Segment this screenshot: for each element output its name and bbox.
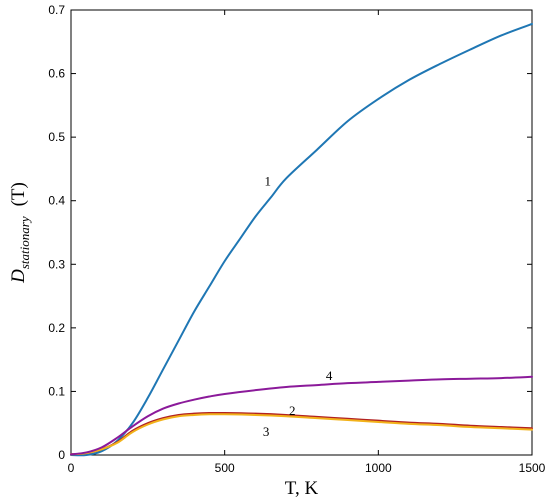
axes	[70, 9, 533, 456]
x-tick-label: 500	[215, 461, 235, 475]
curve-label-4: 4	[326, 368, 333, 383]
tick-marks: 0 500 1000 1500 0 0.1 0.2 0.3 0.4 0.5 0.6 0.7	[48, 3, 545, 475]
x-axis-title: T, K	[285, 478, 319, 499]
series-lines	[70, 22, 533, 457]
x-tick-label: 1500	[519, 461, 546, 475]
series-line-2	[70, 411, 533, 456]
curve-label-1: 1	[264, 174, 271, 189]
y-axis-title-subscript: stationary	[17, 216, 32, 269]
series-line-1	[70, 22, 533, 457]
curve-label-3: 3	[263, 424, 270, 439]
curve-labels: 1 2 3 4	[263, 174, 333, 439]
plot-frame	[70, 9, 533, 456]
y-tick-label: 0.3	[48, 257, 65, 271]
series-line-3	[70, 413, 533, 456]
y-axis-title-main: D	[8, 269, 29, 284]
y-tick-label: 0.5	[48, 130, 65, 144]
curve-label-2: 2	[289, 403, 296, 418]
y-axis-title: Dstationary (T)	[8, 182, 32, 284]
x-tick-label: 0	[68, 461, 75, 475]
x-tick-label: 1000	[365, 461, 392, 475]
series-line-4	[70, 375, 533, 456]
y-axis-title-suffix: (T)	[8, 182, 29, 206]
y-tick-label: 0	[58, 448, 65, 462]
y-tick-label: 0.7	[48, 3, 65, 17]
y-tick-label: 0.1	[48, 384, 65, 398]
y-tick-label: 0.4	[48, 194, 65, 208]
y-tick-label: 0.6	[48, 67, 65, 81]
y-tick-label: 0.2	[48, 321, 65, 335]
